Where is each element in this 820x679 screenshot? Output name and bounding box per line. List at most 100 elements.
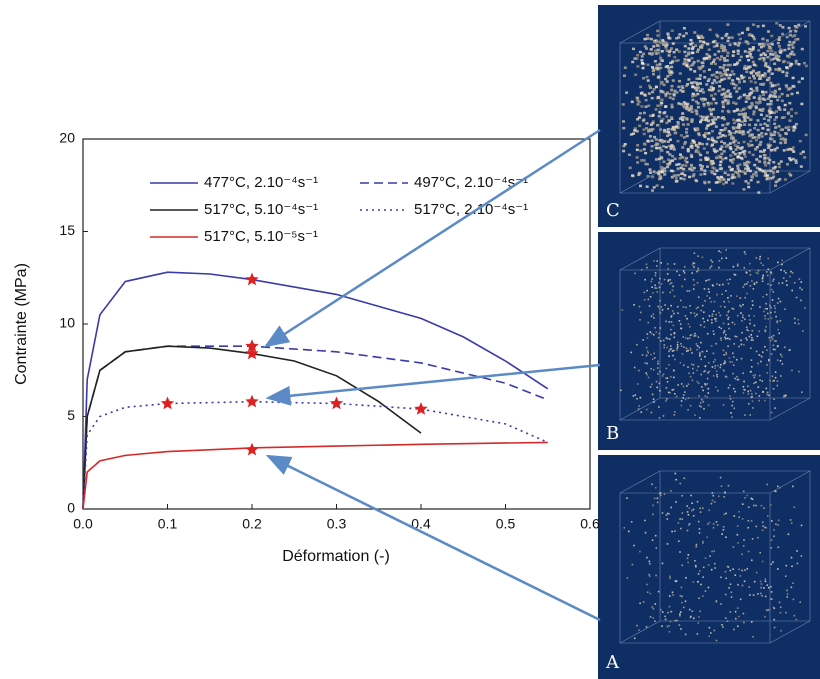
- particle: [738, 170, 741, 173]
- particle: [675, 473, 677, 475]
- particle: [728, 317, 730, 319]
- particle: [764, 400, 766, 402]
- particle: [671, 321, 673, 323]
- particle: [713, 353, 715, 355]
- particle: [652, 394, 654, 396]
- particle: [669, 96, 672, 99]
- particle: [692, 610, 694, 612]
- particle: [743, 286, 745, 288]
- particle: [714, 501, 716, 503]
- particle: [775, 377, 777, 379]
- particle: [678, 80, 681, 83]
- particle: [696, 93, 699, 96]
- particle: [741, 570, 743, 572]
- particle: [796, 297, 798, 299]
- particle: [751, 280, 753, 282]
- particle: [764, 74, 767, 77]
- particle: [762, 522, 764, 524]
- particle: [643, 38, 646, 41]
- particle: [721, 37, 724, 40]
- particle: [649, 563, 651, 565]
- particle: [788, 534, 790, 536]
- particle: [715, 157, 718, 160]
- particle: [690, 405, 692, 407]
- particle: [748, 145, 751, 148]
- particle: [792, 46, 795, 49]
- particle: [725, 571, 727, 573]
- particle: [779, 24, 782, 27]
- particle: [625, 91, 628, 94]
- particle: [720, 55, 723, 58]
- particle: [633, 304, 635, 306]
- particle: [743, 80, 746, 83]
- particle: [654, 620, 656, 622]
- particle: [664, 493, 666, 495]
- particle: [725, 290, 727, 292]
- particle: [724, 514, 726, 516]
- particle: [776, 170, 779, 173]
- particle: [773, 140, 776, 143]
- star-marker: [245, 443, 258, 456]
- particle: [663, 129, 666, 132]
- particle: [780, 129, 783, 132]
- x-tick-label: 0.0: [73, 516, 93, 532]
- particle: [714, 563, 716, 565]
- particle: [738, 516, 740, 518]
- particle: [683, 143, 686, 146]
- particle: [641, 62, 644, 65]
- particle: [749, 336, 751, 338]
- particle: [744, 267, 746, 269]
- particle: [733, 364, 735, 366]
- particle: [771, 520, 773, 522]
- particle: [646, 355, 648, 357]
- particle: [711, 345, 713, 347]
- particle: [761, 583, 763, 585]
- particle: [647, 350, 649, 352]
- particle: [795, 62, 798, 65]
- particle: [763, 587, 765, 589]
- particle: [738, 42, 741, 45]
- particle: [741, 332, 743, 334]
- particle: [679, 518, 681, 520]
- particle: [667, 268, 669, 270]
- particle: [763, 311, 765, 313]
- particle: [726, 68, 729, 71]
- particle: [759, 150, 762, 153]
- particle: [736, 77, 739, 80]
- particle: [743, 115, 746, 118]
- particle: [691, 147, 694, 150]
- particle: [670, 89, 673, 92]
- particle: [760, 169, 763, 172]
- particle: [771, 598, 773, 600]
- particle: [663, 111, 666, 114]
- particle: [762, 25, 765, 28]
- particle: [680, 611, 682, 613]
- particle: [655, 575, 657, 577]
- particle: [709, 298, 711, 300]
- particle: [744, 319, 746, 321]
- particle: [697, 106, 700, 109]
- particle: [700, 66, 703, 69]
- particle: [677, 86, 680, 89]
- particle: [774, 184, 777, 187]
- particle: [730, 570, 732, 572]
- particle: [646, 584, 648, 586]
- particle: [720, 337, 722, 339]
- particle: [773, 134, 776, 137]
- particle: [698, 78, 701, 81]
- particle: [675, 479, 677, 481]
- particle: [759, 143, 762, 146]
- particle: [732, 83, 735, 86]
- particle: [741, 121, 744, 124]
- particle: [799, 278, 801, 280]
- particle: [692, 380, 694, 382]
- particle: [666, 347, 668, 349]
- particle: [712, 366, 714, 368]
- particle: [724, 99, 727, 102]
- particle: [758, 97, 761, 100]
- particle: [767, 98, 770, 101]
- particle: [756, 351, 758, 353]
- particle: [701, 386, 703, 388]
- particle: [691, 502, 693, 504]
- particle: [690, 312, 692, 314]
